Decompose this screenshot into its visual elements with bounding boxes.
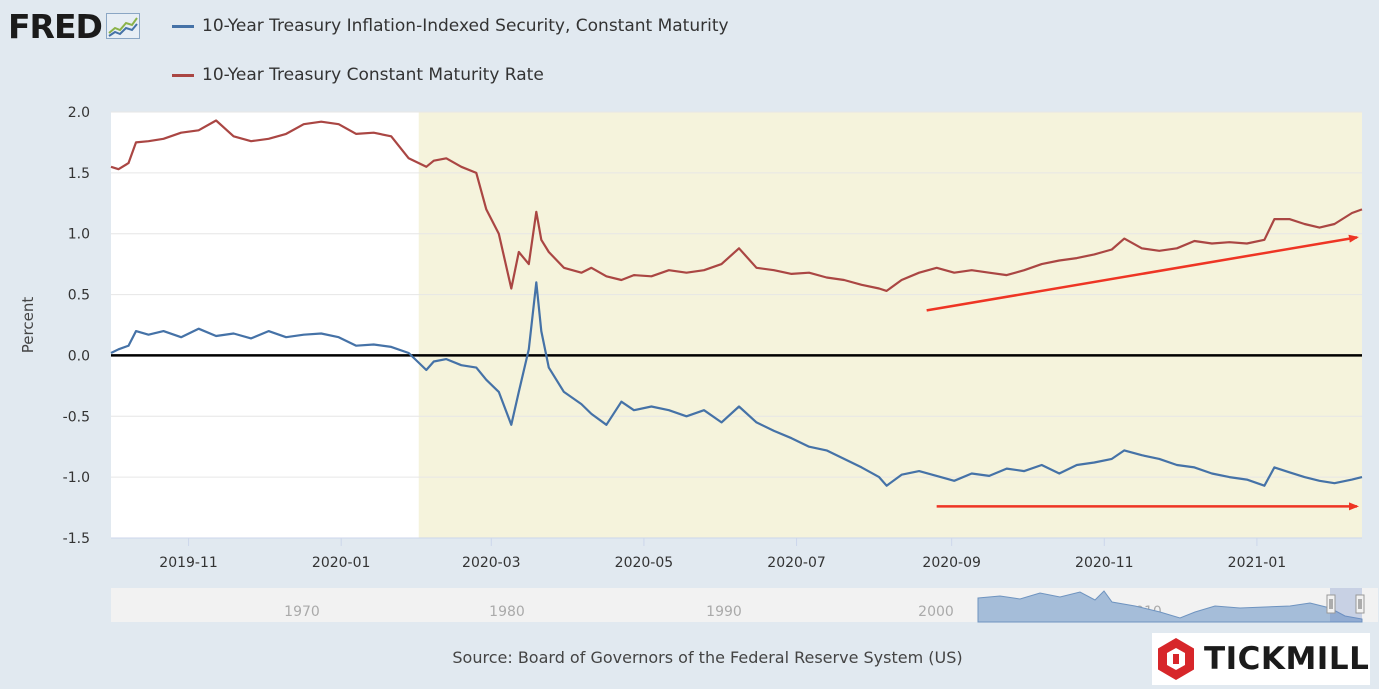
x-tick-label: 2020-03: [462, 555, 521, 571]
shaded-region: [418, 112, 1363, 538]
x-tick-label: 2019-11: [159, 555, 218, 571]
x-tick-label: 2020-05: [615, 555, 674, 571]
trend-arrow-up: [926, 234, 1359, 312]
x-tick-label: 2020-09: [922, 555, 981, 571]
y-tick-label: 1.5: [68, 166, 90, 182]
navigator-year-label: 2000: [918, 604, 954, 620]
y-tick-label: -1.0: [63, 470, 90, 486]
y-tick-label: 0.0: [68, 348, 90, 364]
y-tick-label: 2.0: [68, 105, 90, 121]
x-tick-label: 2021-01: [1228, 555, 1287, 571]
navigator-year-label: 1990: [706, 604, 742, 620]
x-tick-label: 2020-01: [312, 555, 371, 571]
tickmill-watermark: TICKMILL: [1152, 633, 1370, 685]
chart-legend: 10-Year Treasury Inflation-Indexed Secur…: [172, 10, 729, 108]
y-tick-label: -0.5: [63, 409, 90, 425]
navigator-year-label: 1980: [489, 604, 525, 620]
series-line-nominal: [110, 119, 1363, 292]
y-tick-label: 1.0: [68, 227, 90, 243]
fred-logo[interactable]: FRED: [8, 6, 140, 46]
legend-label-tips: 10-Year Treasury Inflation-Indexed Secur…: [202, 16, 729, 36]
y-axis-title: Percent: [19, 297, 37, 354]
navigator-handle-left[interactable]: [1326, 594, 1336, 614]
y-tick-label: -1.5: [63, 531, 90, 547]
x-tick-label: 2020-07: [767, 555, 826, 571]
legend-item-tips[interactable]: 10-Year Treasury Inflation-Indexed Secur…: [172, 10, 729, 42]
legend-item-nominal[interactable]: 10-Year Treasury Constant Maturity Rate: [172, 59, 729, 91]
legend-label-nominal: 10-Year Treasury Constant Maturity Rate: [202, 65, 544, 85]
tickmill-logo-icon: [1158, 638, 1194, 680]
x-tick-label: 2020-11: [1075, 555, 1134, 571]
y-tick-label: 0.5: [68, 288, 90, 304]
series-line-tips: [110, 281, 1363, 487]
navigator-year-label: 1970: [284, 604, 320, 620]
legend-swatch-tips: [172, 24, 194, 28]
fred-logo-text: FRED: [8, 6, 103, 46]
tickmill-wordmark: TICKMILL: [1204, 641, 1370, 677]
fred-graph-icon: [105, 13, 140, 39]
navigator-handle-right[interactable]: [1355, 594, 1365, 614]
source-note: Source: Board of Governors of the Federa…: [452, 648, 963, 667]
legend-swatch-nominal: [172, 73, 194, 77]
navigator-series-area: [977, 590, 1363, 623]
